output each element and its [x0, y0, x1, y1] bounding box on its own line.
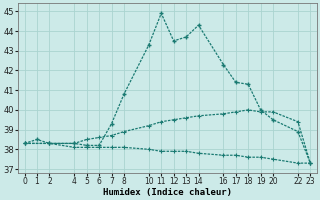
X-axis label: Humidex (Indice chaleur): Humidex (Indice chaleur)	[103, 188, 232, 197]
